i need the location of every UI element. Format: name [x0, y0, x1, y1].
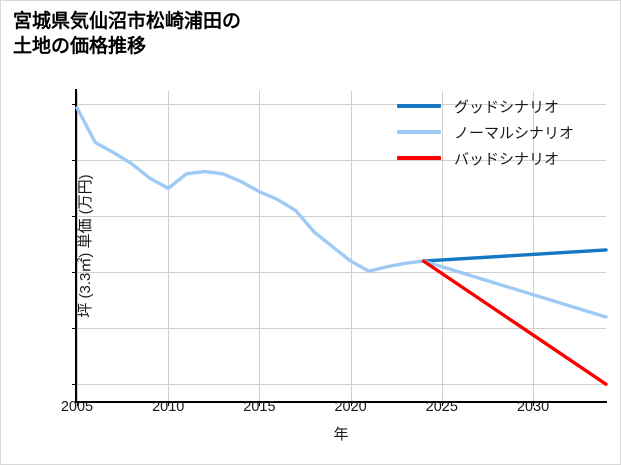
y-axis-label: 坪 (3.3㎡) 単価 (万円): [77, 174, 95, 318]
x-axis-label: 年: [333, 426, 349, 443]
y-tick-mark: [72, 160, 77, 162]
y-tick-mark: [72, 104, 77, 106]
x-tick-label: 2010: [152, 399, 185, 415]
x-tick-label: 2005: [60, 399, 94, 415]
legend-item[interactable]: ノーマルシナリオ: [397, 119, 617, 145]
legend-color-swatch: [397, 156, 441, 160]
x-tick-mark: [259, 401, 261, 406]
legend-item-label: ノーマルシナリオ: [454, 124, 575, 142]
plot-area: 5.56.06.57.07.58.02005201020152020202520…: [61, 91, 608, 443]
x-tick-label: 2025: [425, 399, 458, 415]
gridline-horizontal: [77, 104, 606, 106]
gridline-vertical: [533, 91, 535, 401]
gridline-vertical: [350, 91, 352, 401]
legend-item-label: バッドシナリオ: [454, 150, 560, 168]
series-line: [75, 106, 426, 273]
legend-item[interactable]: バッドシナリオ: [397, 145, 617, 171]
series-line: [421, 259, 608, 386]
legend-item-label: グッドシナリオ: [454, 98, 560, 116]
gridline-horizontal: [77, 160, 606, 162]
gridline-horizontal: [77, 384, 606, 386]
y-axis-spine: [75, 89, 77, 403]
chart-legend: グッドシナリオ ノーマルシナリオ バッドシナリオ: [397, 93, 617, 171]
series-line: [421, 248, 608, 263]
x-tick-mark: [77, 401, 78, 406]
chart-title: 宮城県気仙沼市松崎浦田の 土地の価格推移: [13, 11, 242, 58]
y-tick-mark: [72, 272, 77, 274]
gridline-vertical: [441, 91, 443, 401]
series-lines: [75, 106, 608, 386]
x-tick-mark: [168, 401, 170, 406]
y-tick-mark: [72, 216, 77, 218]
x-axis-spine: [75, 401, 607, 403]
series-line: [421, 259, 608, 319]
gridline-horizontal: [77, 272, 606, 274]
gridline-vertical: [77, 91, 78, 401]
x-tick-label: 2020: [334, 399, 367, 415]
gridline-vertical: [168, 91, 170, 401]
x-tick-label: 2015: [243, 399, 276, 415]
legend-color-swatch: [397, 130, 441, 134]
x-tick-mark: [441, 401, 443, 406]
x-tick-mark: [533, 401, 535, 406]
gridline-horizontal: [77, 216, 606, 218]
x-tick-mark: [350, 401, 352, 406]
legend-color-swatch: [397, 104, 441, 108]
gridline-vertical: [259, 91, 261, 401]
gridline-horizontal: [77, 328, 606, 330]
y-tick-mark: [72, 328, 77, 330]
legend-item[interactable]: グッドシナリオ: [397, 93, 617, 119]
x-tick-label: 2030: [516, 399, 550, 415]
y-tick-mark: [72, 384, 77, 386]
